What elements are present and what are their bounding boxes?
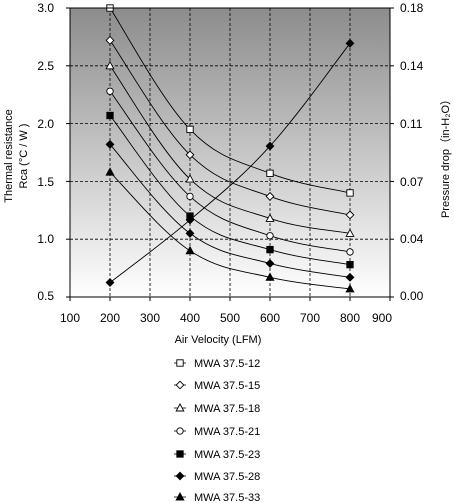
data-point [346, 189, 354, 197]
data-point [346, 248, 354, 256]
data-point [345, 228, 355, 237]
legend-marker-shape [175, 471, 185, 481]
y-axis-title-line1: Thermal resistance [3, 109, 15, 203]
pressure-drop-point [185, 215, 195, 225]
data-point [106, 111, 114, 120]
legend-marker [176, 450, 184, 458]
series-line [109, 90, 351, 253]
legend-marker [176, 427, 184, 435]
x-tick-label: 700 [300, 311, 320, 325]
legend: MWA 37.5-12 MWA 37.5-15 MWA 37.5-18 MWA … [174, 358, 260, 503]
y-tick-label: 2.5 [37, 59, 54, 73]
legend-marker [175, 492, 185, 501]
data-point [345, 272, 355, 282]
legend-label: MWA 37.5-33 [194, 492, 260, 503]
data-point [266, 169, 274, 177]
data-point [185, 228, 195, 238]
pressure-drop-point [265, 141, 275, 151]
x-tick-label: 300 [140, 311, 160, 325]
series-line [109, 65, 351, 234]
data-point [346, 260, 354, 269]
x-tick-label: 500 [220, 311, 240, 325]
legend-label: MWA 37.5-12 [194, 358, 260, 370]
x-tick-label: 200 [100, 311, 120, 325]
series-line [109, 171, 351, 290]
data-point [105, 139, 115, 149]
legend-marker [175, 380, 185, 390]
pressure-drop-line [109, 43, 351, 283]
legend-item: MWA 37.5-28 [174, 471, 260, 483]
data-point [185, 245, 195, 255]
legend-marker [176, 359, 184, 367]
data-point [266, 232, 274, 240]
legend-label: MWA 37.5-28 [194, 471, 260, 483]
pressure-drop-point [105, 278, 115, 287]
y2-tick-label: 0.18 [400, 1, 424, 15]
legend-marker [175, 471, 185, 481]
legend-label: MWA 37.5-23 [194, 449, 260, 461]
data-point [106, 87, 114, 95]
y-axis-title-line2: Rca (°C / W ) [18, 124, 30, 189]
x-tick-label: 900 [372, 311, 392, 325]
series-line [109, 40, 351, 216]
legend-marker-shape [175, 380, 185, 390]
series-line [109, 144, 351, 278]
legend-item: MWA 37.5-23 [174, 449, 260, 461]
legend-marker [175, 403, 185, 412]
series-line [109, 115, 351, 266]
x-tick-labels: 100 200 300 400 500 600 700 800 900 [60, 311, 392, 325]
data-point [345, 210, 355, 220]
legend-marker-shape [175, 403, 185, 412]
x-axis-title: Air Velocity (LFM) [175, 334, 262, 346]
legend-item: MWA 37.5-12 [174, 358, 260, 370]
legend-item: MWA 37.5-18 [174, 403, 260, 415]
legend-label: MWA 37.5-15 [194, 380, 260, 392]
y-tick-label: 1.5 [37, 175, 54, 189]
legend-item: MWA 37.5-15 [174, 380, 260, 392]
series-line [109, 7, 351, 194]
legend-marker-shape [176, 359, 184, 367]
y2-tick-label: 0.11 [400, 117, 423, 131]
x-tick-label: 800 [340, 311, 360, 325]
y2-tick-labels: 0.18 0.14 0.11 0.07 0.04 0.00 [400, 1, 424, 303]
y-tick-label: 3.0 [37, 1, 54, 15]
data-point [266, 245, 274, 254]
legend-item: MWA 37.5-33 [174, 492, 260, 503]
x-tick-label: 600 [260, 311, 280, 325]
y-tick-labels: 3.0 2.5 2.0 1.5 1.0 0.5 [37, 1, 54, 303]
y2-axis-title: Pressure drop（in-H₂O） [439, 94, 452, 218]
y2-tick-label: 0.14 [400, 59, 424, 73]
data-point [185, 150, 195, 160]
data-point [105, 167, 115, 176]
x-tick-label: 400 [180, 311, 200, 325]
data-point [105, 35, 115, 45]
data-point [186, 125, 194, 134]
data-point [265, 259, 275, 268]
y-tick-label: 1.0 [37, 232, 54, 246]
data-point [265, 191, 275, 201]
y-tick-label: 2.0 [37, 117, 54, 131]
legend-marker-shape [176, 427, 184, 435]
data-point [265, 272, 275, 281]
data-point [186, 192, 194, 201]
legend-item: MWA 37.5-21 [174, 426, 260, 438]
data-point [105, 60, 115, 70]
x-tick-label: 100 [60, 311, 80, 325]
legend-label: MWA 37.5-21 [194, 426, 260, 438]
data-point [185, 174, 195, 183]
y2-tick-label: 0.00 [400, 289, 424, 303]
data-point [345, 283, 355, 293]
legend-marker-shape [176, 450, 184, 458]
pressure-drop-point [345, 38, 355, 48]
y-tick-label: 0.5 [37, 289, 54, 303]
data-point [265, 213, 275, 222]
legend-marker-shape [175, 492, 185, 501]
legend-label: MWA 37.5-18 [194, 403, 260, 415]
y2-tick-label: 0.04 [400, 232, 424, 246]
y2-tick-label: 0.07 [400, 175, 424, 189]
